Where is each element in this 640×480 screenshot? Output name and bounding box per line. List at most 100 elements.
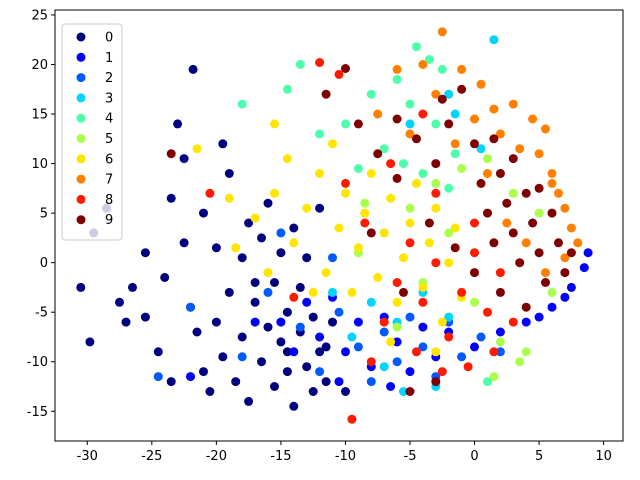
point-class-0 — [341, 387, 350, 396]
point-class-6 — [424, 238, 434, 248]
point-class-9 — [541, 278, 550, 287]
legend-label: 7 — [105, 173, 113, 188]
point-class-8 — [334, 69, 344, 79]
point-class-4 — [450, 149, 460, 159]
point-class-9 — [534, 248, 544, 258]
point-class-2 — [263, 287, 273, 297]
point-class-0 — [244, 218, 254, 228]
point-class-8 — [489, 347, 499, 357]
point-class-0 — [308, 312, 318, 322]
point-class-6 — [386, 193, 396, 203]
point-class-0 — [295, 282, 305, 292]
point-class-1 — [250, 317, 260, 327]
legend-marker — [76, 73, 86, 83]
point-class-1 — [583, 248, 593, 258]
legend-label: 6 — [105, 152, 113, 167]
point-class-8 — [405, 238, 415, 248]
point-class-8 — [418, 109, 428, 119]
point-class-5 — [489, 372, 499, 382]
point-class-6 — [282, 154, 292, 164]
point-class-5 — [360, 198, 370, 208]
point-class-0 — [257, 233, 266, 243]
point-class-0 — [321, 342, 331, 352]
point-class-0 — [308, 387, 318, 396]
x-tick-label: -15 — [270, 449, 291, 464]
point-class-6 — [302, 203, 312, 213]
point-class-6 — [444, 258, 454, 268]
point-class-4 — [412, 42, 421, 52]
point-class-4 — [424, 55, 434, 64]
legend-label: 5 — [105, 132, 113, 147]
point-class-8 — [366, 357, 376, 367]
point-class-3 — [450, 109, 460, 119]
point-class-4 — [282, 84, 292, 94]
point-class-0 — [153, 347, 163, 357]
point-class-6 — [392, 297, 402, 307]
point-class-9 — [392, 173, 402, 183]
point-class-2 — [495, 347, 505, 357]
point-class-7 — [502, 218, 512, 228]
y-tick-label: 5 — [40, 207, 48, 222]
point-class-0 — [276, 337, 286, 347]
point-class-2 — [153, 372, 163, 382]
point-class-9 — [424, 218, 434, 228]
point-class-9 — [321, 89, 331, 99]
point-class-0 — [270, 278, 279, 287]
point-class-9 — [483, 208, 492, 218]
point-class-1 — [418, 322, 428, 332]
point-class-0 — [328, 317, 337, 327]
point-class-0 — [205, 387, 215, 396]
point-class-1 — [315, 332, 325, 342]
point-class-0 — [237, 332, 247, 342]
point-class-8 — [418, 297, 428, 307]
point-class-2 — [237, 352, 247, 362]
point-class-4 — [295, 60, 305, 69]
point-class-5 — [470, 297, 479, 307]
point-class-7 — [431, 89, 441, 99]
point-class-9 — [521, 302, 531, 312]
point-class-0 — [289, 401, 299, 411]
legend-marker — [76, 32, 86, 42]
point-class-9 — [495, 287, 505, 297]
point-class-2 — [418, 342, 428, 352]
point-class-8 — [412, 347, 421, 357]
point-class-0 — [244, 396, 254, 406]
point-class-2 — [186, 302, 195, 312]
point-class-3 — [328, 287, 337, 297]
point-class-7 — [528, 114, 538, 124]
point-class-0 — [224, 169, 234, 178]
point-class-7 — [573, 238, 583, 248]
point-class-1 — [334, 377, 344, 387]
point-class-6 — [379, 228, 389, 238]
point-class-7 — [470, 114, 479, 124]
point-class-9 — [412, 134, 421, 144]
legend-marker — [76, 194, 86, 204]
point-class-9 — [547, 208, 557, 218]
point-class-9 — [405, 387, 415, 396]
point-class-7 — [405, 129, 415, 139]
x-tick-label: -10 — [335, 449, 356, 464]
point-class-0 — [250, 278, 260, 287]
point-class-6 — [328, 139, 337, 149]
legend-label: 3 — [105, 91, 113, 106]
point-class-6 — [450, 223, 460, 233]
point-class-7 — [541, 268, 550, 278]
point-class-0 — [121, 317, 131, 327]
point-class-0 — [315, 347, 325, 357]
point-class-8 — [470, 218, 479, 228]
point-class-3 — [405, 119, 415, 129]
point-class-7 — [547, 169, 557, 178]
point-class-1 — [276, 317, 286, 327]
point-class-0 — [257, 357, 266, 367]
point-class-9 — [444, 119, 454, 129]
point-class-9 — [341, 64, 350, 73]
point-class-2 — [334, 307, 344, 317]
point-class-6 — [412, 178, 421, 188]
point-class-1 — [289, 347, 299, 357]
point-class-0 — [224, 287, 234, 297]
point-class-0 — [128, 282, 137, 292]
point-class-9 — [437, 94, 447, 104]
x-tick-label: 10 — [595, 449, 612, 464]
point-class-6 — [366, 169, 376, 178]
point-class-5 — [405, 203, 415, 213]
